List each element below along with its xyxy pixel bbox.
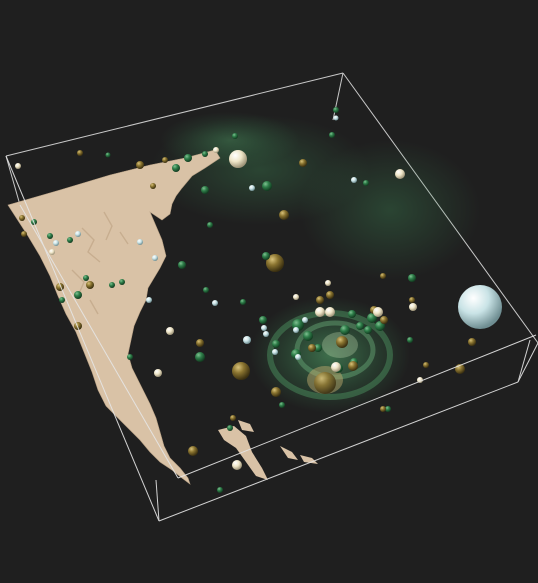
large-olive-sphere[interactable] bbox=[232, 362, 250, 380]
large-olive-sphere[interactable] bbox=[314, 372, 336, 394]
land-mass bbox=[7, 149, 318, 485]
terrain-relief bbox=[71, 211, 129, 315]
large-pale-blue-sphere[interactable] bbox=[458, 285, 502, 329]
pale-blue-spheres bbox=[53, 115, 357, 360]
large-olive-sphere[interactable] bbox=[266, 254, 284, 272]
data-spheres bbox=[15, 107, 502, 493]
green-spheres bbox=[31, 107, 416, 493]
bounding-box-front-edges bbox=[5, 155, 538, 522]
large-cream-sphere[interactable] bbox=[229, 150, 247, 168]
volume-glow bbox=[150, 112, 480, 413]
